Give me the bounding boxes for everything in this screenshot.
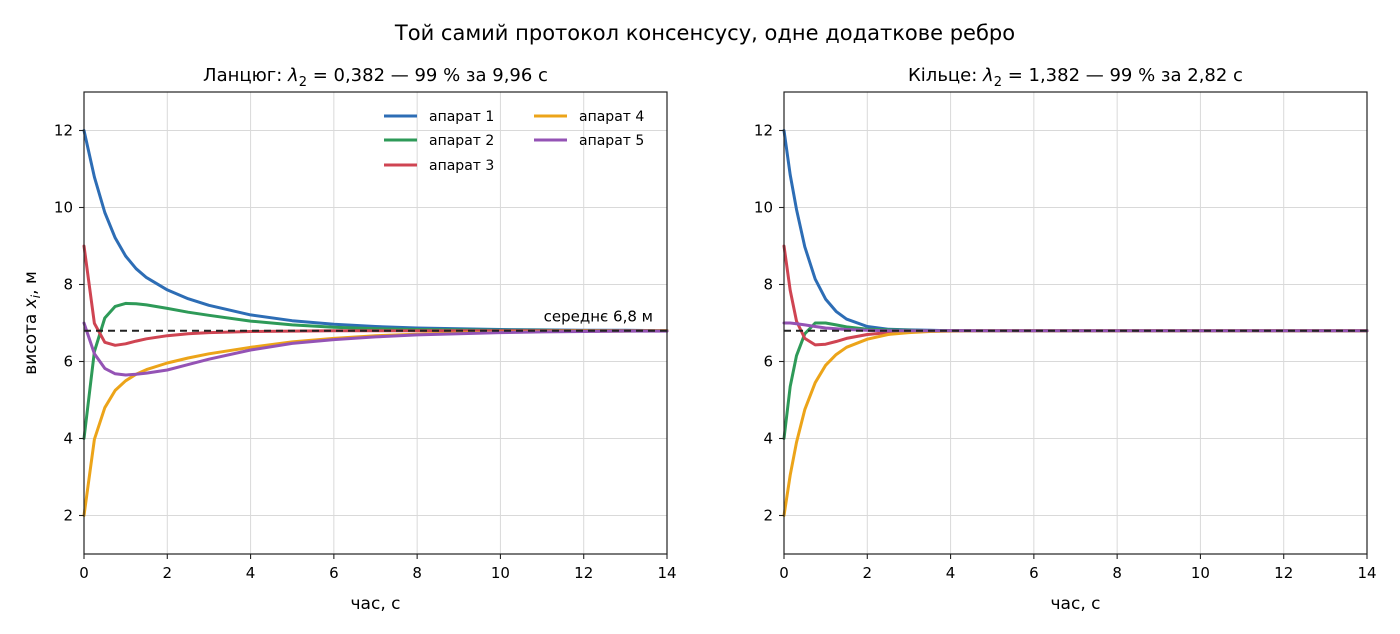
- x-tick-label: 8: [412, 564, 422, 582]
- title-prefix: Ланцюг:: [203, 65, 288, 86]
- y-tick-label: 10: [54, 199, 73, 217]
- y-axis-label: висота xi, м: [21, 271, 43, 375]
- title-subscript: 2: [994, 75, 1002, 90]
- legend-label-5: апарат 5: [579, 133, 644, 149]
- x-tick-label: 10: [491, 564, 510, 582]
- panel-title: Кільце: λ2 = 1,382 — 99 % за 2,82 с: [908, 65, 1243, 90]
- series-line-5: [82, 321, 669, 377]
- title-symbol: λ: [982, 65, 994, 86]
- chart-panel-1: середнє 6,8 м 0 2 4 6 8 10 12 14 2 4 6 8 10 12 Ланцюг: …: [21, 65, 677, 614]
- x-tick-label: 0: [79, 564, 89, 582]
- y-tick-label: 8: [763, 276, 773, 294]
- x-tick-label: 14: [1357, 564, 1376, 582]
- x-axis-label: час, с: [351, 594, 401, 614]
- series-line-5: [782, 321, 1369, 333]
- x-tick-label: 2: [863, 564, 873, 582]
- title-subscript: 2: [299, 75, 307, 90]
- panel-title: Ланцюг: λ2 = 0,382 — 99 % за 9,96 с: [203, 65, 548, 90]
- x-tick-label: 10: [1191, 564, 1210, 582]
- x-tick-label: 4: [246, 564, 256, 582]
- chart-panels: середнє 6,8 м 0 2 4 6 8 10 12 14 2 4 6 8 10 12 Ланцюг: …: [21, 65, 1377, 614]
- title-suffix: = 0,382 — 99 % за 9,96 с: [307, 65, 548, 86]
- x-tick-label: 6: [329, 564, 339, 582]
- y-tick-label: 6: [763, 353, 773, 371]
- ylabel-subscript: i: [29, 294, 43, 298]
- y-tick-label: 4: [763, 430, 773, 448]
- title-prefix: Кільце:: [908, 65, 983, 86]
- grid-lines: [83, 92, 668, 554]
- y-tick-label: 6: [63, 353, 73, 371]
- x-tick-label: 8: [1112, 564, 1122, 582]
- y-tick-label: 12: [754, 122, 773, 140]
- y-tick-label: 2: [763, 507, 773, 525]
- title-symbol: λ: [287, 65, 299, 86]
- y-tick-label: 12: [54, 122, 73, 140]
- mean-annotation: середнє 6,8 м: [544, 308, 653, 326]
- legend-label-2: апарат 2: [429, 133, 494, 149]
- legend-label-4: апарат 4: [579, 109, 644, 125]
- plot-frame: [783, 91, 1368, 555]
- ylabel-symbol: x: [21, 297, 41, 309]
- x-tick-label: 2: [163, 564, 173, 582]
- title-suffix: = 1,382 — 99 % за 2,82 с: [1002, 65, 1243, 86]
- ylabel-prefix: висота: [21, 308, 41, 375]
- y-tick-label: 10: [754, 199, 773, 217]
- y-tick-label: 8: [63, 276, 73, 294]
- legend: апарат 1 апарат 2 апарат 3 апарат 4 апарат 5: [384, 109, 644, 174]
- plot-frame: [83, 91, 668, 555]
- legend-label-1: апарат 1: [429, 109, 494, 125]
- x-tick-label: 12: [574, 564, 593, 582]
- x-tick-label: 6: [1029, 564, 1039, 582]
- x-tick-label: 0: [779, 564, 789, 582]
- figure-suptitle: Той самий протокол консенсусу, одне дода…: [394, 21, 1015, 45]
- legend-label-3: апарат 3: [429, 158, 494, 174]
- ylabel-suffix: , м: [21, 271, 41, 295]
- x-tick-label: 12: [1274, 564, 1293, 582]
- x-tick-label: 14: [657, 564, 676, 582]
- x-tick-label: 4: [946, 564, 956, 582]
- grid-lines: [783, 92, 1368, 554]
- y-tick-label: 4: [63, 430, 73, 448]
- x-axis-label: час, с: [1051, 594, 1101, 614]
- y-tick-label: 2: [63, 507, 73, 525]
